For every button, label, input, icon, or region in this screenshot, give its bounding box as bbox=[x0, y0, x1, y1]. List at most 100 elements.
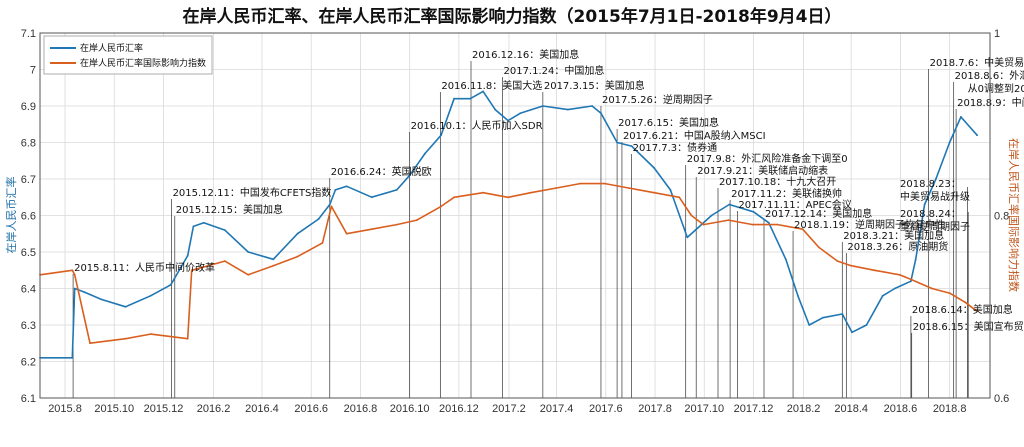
event-label: 2017.9.21：美联储启动缩表 bbox=[697, 164, 828, 177]
data-point-series-1 bbox=[616, 141, 618, 144]
data-point-series-2 bbox=[898, 273, 901, 276]
data-point-series-2 bbox=[801, 228, 804, 231]
data-point-series-1 bbox=[881, 294, 884, 297]
event-label: 2017.1.24：中国加息 bbox=[503, 64, 604, 77]
x-tick-label: 2018.4 bbox=[834, 403, 868, 415]
event-label: 2018.8.6：外汇风险准备金 bbox=[955, 69, 1024, 82]
event-label: 2018.6.15：美国宣布贸易战 bbox=[913, 320, 1024, 333]
data-point-series-2 bbox=[223, 260, 226, 262]
data-point-series-1 bbox=[851, 331, 853, 334]
data-point-series-1 bbox=[600, 112, 602, 115]
event-label: 2017.7.3：债券通 bbox=[633, 141, 718, 154]
data-point-series-1 bbox=[519, 112, 522, 115]
event-label: 2018.1.19：逆周期因子恢复中性 bbox=[794, 218, 945, 231]
data-point-series-1 bbox=[83, 291, 86, 293]
data-point-series-1 bbox=[100, 298, 103, 301]
event-label: 2017.3.15：美国加息 bbox=[544, 79, 645, 92]
event-label: 2018.8.23： bbox=[900, 179, 961, 190]
data-point-series-1 bbox=[71, 356, 74, 359]
event-label: 2016.6.24：英国脱欧 bbox=[331, 165, 432, 178]
legend: 在岸人民币汇率 在岸人民币汇率国际影响力指数 bbox=[43, 35, 213, 75]
data-point-series-2 bbox=[931, 287, 933, 290]
event-label: 2018.6.14：美国加息 bbox=[912, 303, 1013, 316]
x-tick-label: 2017.6 bbox=[589, 403, 623, 415]
data-point-series-1 bbox=[328, 203, 331, 206]
data-point-series-1 bbox=[923, 203, 926, 206]
event-label: 2017.12.14：美国加息 bbox=[765, 207, 872, 220]
data-point-series-2 bbox=[628, 187, 631, 190]
x-tick-label: 2015.12 bbox=[144, 403, 184, 415]
data-point-series-2 bbox=[124, 337, 127, 340]
data-point-series-2 bbox=[702, 223, 705, 226]
event-label: 2017.6.21：中国A股纳入MSCI bbox=[623, 129, 766, 142]
y-left-tick-label: 7.1 bbox=[21, 28, 36, 40]
data-point-series-1 bbox=[124, 305, 127, 308]
data-point-series-1 bbox=[149, 294, 152, 297]
data-point-series-2 bbox=[149, 333, 152, 335]
data-point-series-2 bbox=[751, 223, 754, 226]
legend-label-series-1: 在岸人民币汇率 bbox=[80, 42, 143, 54]
data-point-series-2 bbox=[579, 182, 581, 185]
data-point-series-1 bbox=[669, 189, 672, 191]
data-point-series-1 bbox=[186, 254, 189, 257]
y-right-tick-label: 0.8 bbox=[994, 211, 1009, 223]
x-tick-label: 2017.2 bbox=[492, 403, 526, 415]
data-point-series-2 bbox=[529, 191, 532, 194]
data-point-series-1 bbox=[317, 218, 320, 221]
data-point-series-1 bbox=[408, 174, 411, 177]
x-tick-label: 2017.10 bbox=[684, 403, 724, 415]
y-left-tick-label: 7 bbox=[30, 65, 36, 77]
data-point-series-1 bbox=[808, 324, 811, 326]
data-point-series-2 bbox=[395, 223, 398, 226]
y-right-tick-label: 0.6 bbox=[994, 393, 1009, 405]
data-point-series-1 bbox=[567, 108, 569, 111]
data-point-series-2 bbox=[690, 214, 693, 217]
event-label: 2018.3.21：美国加息 bbox=[843, 229, 944, 242]
x-tick-label: 2016.6 bbox=[294, 403, 328, 415]
data-point-series-1 bbox=[841, 313, 844, 315]
x-tick-label: 2015.8 bbox=[48, 403, 82, 415]
data-point-series-1 bbox=[935, 178, 937, 180]
data-point-series-2 bbox=[89, 342, 91, 345]
data-point-series-2 bbox=[440, 205, 442, 208]
event-label: 2015.12.15：美国加息 bbox=[176, 203, 283, 216]
data-point-series-2 bbox=[321, 242, 324, 244]
data-point-series-1 bbox=[272, 258, 275, 261]
x-tick-label: 2017.4 bbox=[540, 403, 574, 415]
data-point-series-1 bbox=[948, 141, 951, 144]
series-line-1 bbox=[40, 90, 978, 359]
x-tick-label: 2016.12 bbox=[439, 403, 479, 415]
x-tick-label: 2015.10 bbox=[94, 403, 134, 415]
event-label: 2018.8.24： bbox=[900, 209, 961, 220]
event-label: 2016.12.16：美国加息 bbox=[472, 48, 579, 61]
data-point-series-1 bbox=[591, 105, 593, 107]
data-point-series-2 bbox=[976, 310, 978, 313]
data-point-series-1 bbox=[482, 90, 484, 93]
data-point-series-1 bbox=[440, 134, 442, 137]
data-point-series-1 bbox=[710, 214, 713, 217]
y-left-tick-label: 6.4 bbox=[21, 284, 36, 296]
data-point-series-2 bbox=[186, 337, 189, 340]
data-point-series-2 bbox=[296, 255, 299, 258]
series-lines bbox=[39, 90, 978, 359]
data-point-series-2 bbox=[818, 246, 820, 249]
data-point-series-1 bbox=[395, 189, 398, 191]
x-tick-label: 2016.4 bbox=[245, 403, 279, 415]
data-point-series-2 bbox=[836, 260, 839, 262]
data-point-series-1 bbox=[630, 145, 633, 148]
legend-label-series-2: 在岸人民币汇率国际影响力指数 bbox=[80, 57, 206, 69]
data-point-series-1 bbox=[494, 108, 497, 111]
data-point-series-1 bbox=[865, 324, 868, 326]
data-point-series-2 bbox=[345, 232, 348, 235]
event-label: 重启逆周期因子 bbox=[900, 220, 970, 233]
data-point-series-1 bbox=[694, 229, 697, 232]
data-point-series-1 bbox=[370, 196, 373, 199]
event-label: 2016.11.8：美国大选 bbox=[441, 79, 542, 92]
data-point-series-1 bbox=[469, 97, 472, 100]
data-point-series-1 bbox=[73, 287, 76, 290]
data-point-series-2 bbox=[554, 187, 557, 190]
data-point-series-2 bbox=[964, 301, 966, 304]
event-label: 2018.7.6：中美贸易战正式开打 bbox=[930, 56, 1024, 69]
data-point-series-2 bbox=[678, 196, 681, 199]
